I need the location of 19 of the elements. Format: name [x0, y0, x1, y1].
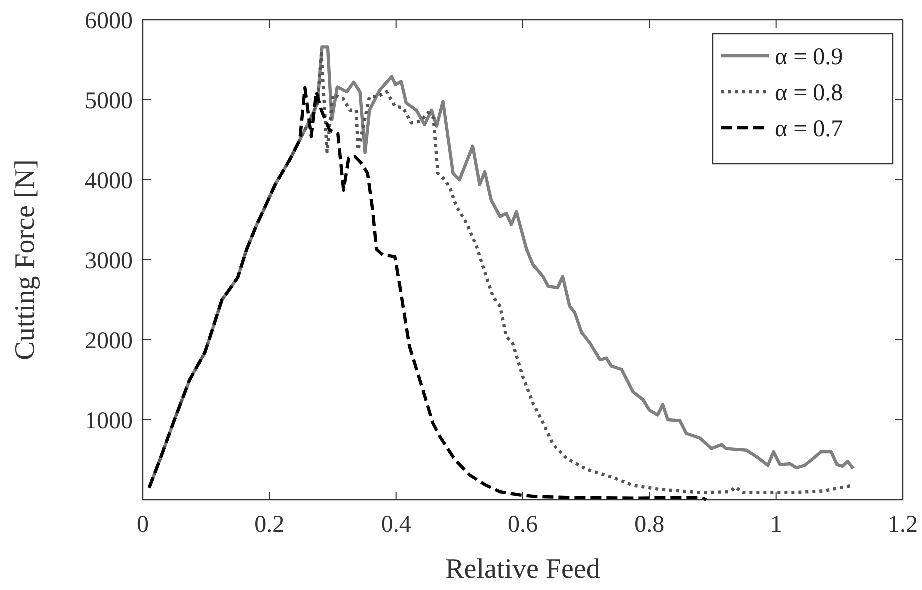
x-tick-label: 0.8: [634, 512, 665, 538]
x-tick-label: 0.6: [508, 512, 538, 538]
y-tick-label: 1000: [85, 408, 133, 434]
legend-label: α = 0.8: [775, 80, 844, 106]
y-tick-label: 3000: [85, 248, 133, 274]
y-tick-label: 5000: [85, 88, 133, 114]
y-tick-label: 2000: [85, 328, 133, 354]
x-tick-label: 0.2: [254, 512, 285, 538]
x-tick-label: 0: [137, 512, 149, 538]
y-axis-title: Cutting Force [N]: [10, 160, 41, 360]
x-tick-label: 0.4: [381, 512, 412, 538]
y-tick-label: 4000: [85, 168, 133, 194]
x-tick-label: 1: [770, 512, 782, 538]
legend-label: α = 0.7: [775, 116, 844, 142]
legend-label: α = 0.9: [775, 44, 844, 70]
line-series: [148, 86, 708, 502]
y-tick-label: 6000: [85, 8, 133, 34]
x-tick-label: 1.2: [888, 512, 918, 538]
x-axis-title: Relative Feed: [446, 554, 600, 585]
